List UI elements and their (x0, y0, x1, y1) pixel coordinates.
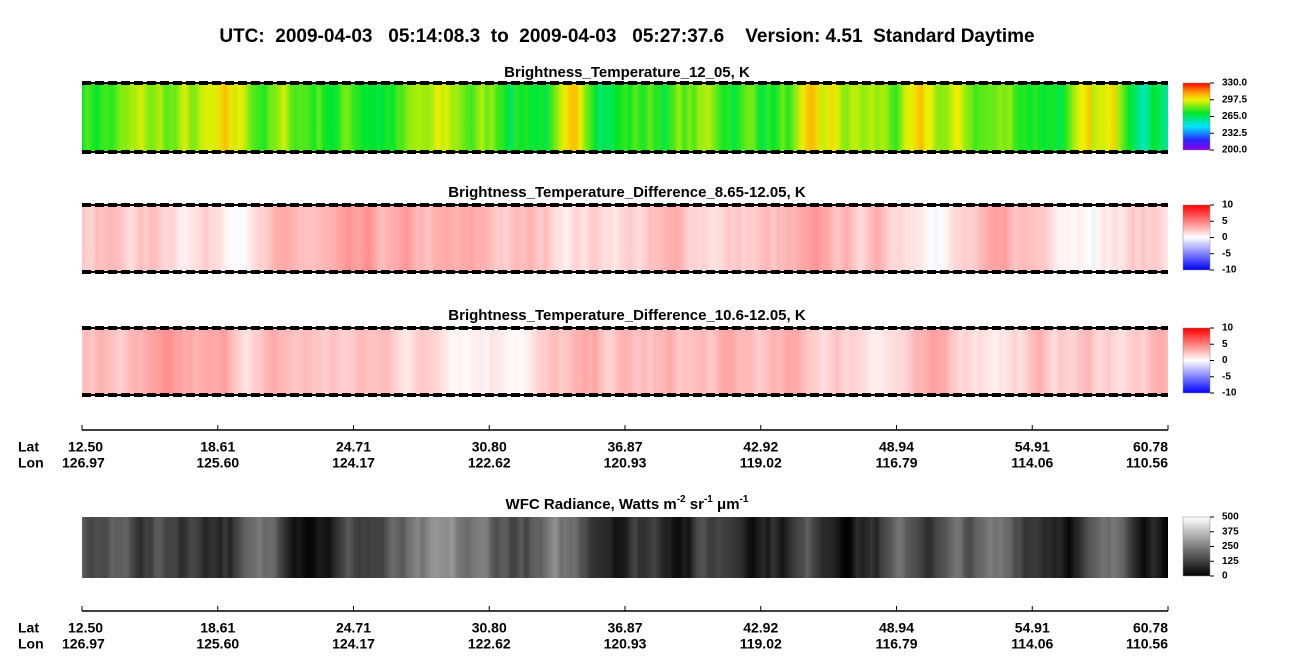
colorbar-tick-label: 232.5 (1222, 128, 1247, 139)
strip-title: Brightness_Temperature_Difference_8.65-1… (448, 184, 806, 201)
colorbar-tick-label: -10 (1222, 388, 1237, 399)
colorbar-tick-label: 330.0 (1222, 78, 1247, 89)
lon-label: Lon (18, 455, 44, 471)
lon-tick-label: 119.02 (740, 455, 782, 471)
colorbar-tick-label: 0 (1222, 232, 1228, 243)
strip-image (82, 328, 1168, 395)
title-part: WFC Radiance, Watts m (506, 496, 677, 513)
strip-image (82, 205, 1168, 272)
lon-tick-label: 120.93 (604, 455, 647, 471)
lat-tick-label: 12.50 (68, 620, 103, 636)
lat-tick-label: 48.94 (879, 620, 914, 636)
strip-image (82, 517, 1168, 578)
lon-tick-label: 124.17 (332, 636, 375, 652)
lat-label: Lat (18, 439, 39, 455)
lat-tick-label: 54.91 (1015, 439, 1050, 455)
lon-tick-label: 114.06 (1011, 455, 1053, 471)
title-part: sr (686, 496, 705, 513)
lon-tick-label: 122.62 (468, 636, 511, 652)
lon-tick-label: 124.17 (332, 455, 375, 471)
lat-tick-label: 24.71 (336, 439, 371, 455)
colorbar-tick-label: -10 (1222, 265, 1237, 276)
lon-tick-label: 126.97 (62, 636, 105, 652)
title-part: -2 (677, 494, 686, 505)
colorbar-tick-label: -5 (1222, 248, 1231, 259)
lon-tick-label: 125.60 (196, 455, 239, 471)
lon-tick-label: 110.56 (1126, 455, 1168, 471)
colorbar-tick-label: 500 (1222, 512, 1239, 523)
lat-tick-label: 60.78 (1133, 439, 1168, 455)
colorbar-tick-label: 0 (1222, 355, 1228, 366)
lat-tick-label: 42.92 (743, 620, 778, 636)
colorbar-tick-label: 5 (1222, 339, 1228, 350)
lat-tick-label: 18.61 (200, 620, 235, 636)
lon-tick-label: 116.79 (875, 636, 917, 652)
lat-tick-label: 36.87 (607, 620, 642, 636)
figure-title: UTC: 2009-04-03 05:14:08.3 to 2009-04-03… (219, 26, 1034, 47)
lon-tick-label: 120.93 (604, 636, 647, 652)
strip-title: Brightness_Temperature_Difference_10.6-1… (448, 307, 806, 324)
lat-tick-label: 24.71 (336, 620, 371, 636)
colorbar-tick-label: 297.5 (1222, 94, 1247, 105)
colorbar-tick-label: 5 (1222, 216, 1228, 227)
lat-tick-label: 18.61 (200, 439, 235, 455)
colorbar-tick-label: 375 (1222, 526, 1239, 537)
colorbar-tick-label: 125 (1222, 556, 1239, 567)
lon-label: Lon (18, 636, 44, 652)
colorbar-tick-label: 0 (1222, 571, 1228, 582)
lon-tick-label: 114.06 (1011, 636, 1053, 652)
lat-tick-label: 60.78 (1133, 620, 1168, 636)
lon-tick-label: 110.56 (1126, 636, 1168, 652)
lat-tick-label: 30.80 (472, 439, 507, 455)
lat-tick-label: 48.94 (879, 439, 914, 455)
colorbar-tick-label: 200.0 (1222, 145, 1247, 156)
strip-title: WFC Radiance, Watts m-2 sr-1 μm-1 (506, 494, 749, 513)
colorbar-tick-label: 10 (1222, 323, 1234, 334)
title-part: μm (713, 496, 740, 513)
lat-tick-label: 54.91 (1015, 620, 1050, 636)
lat-label: Lat (18, 620, 39, 636)
strip-image (82, 83, 1168, 152)
colorbar-tick-label: -5 (1222, 371, 1231, 382)
title-part: -1 (740, 494, 749, 505)
lat-tick-label: 36.87 (607, 439, 642, 455)
colorbar-tick-label: 265.0 (1222, 111, 1247, 122)
strip-title: Brightness_Temperature_12_05, K (504, 64, 750, 81)
title-part: -1 (704, 494, 713, 505)
colorbar-tick-label: 10 (1222, 200, 1234, 211)
lat-tick-label: 42.92 (743, 439, 778, 455)
colorbar (1182, 327, 1211, 394)
lon-tick-label: 126.97 (62, 455, 105, 471)
lat-tick-label: 12.50 (68, 439, 103, 455)
lon-tick-label: 122.62 (468, 455, 511, 471)
colorbar (1182, 82, 1211, 151)
colorbar-tick-label: 250 (1222, 541, 1239, 552)
colorbar (1182, 204, 1211, 271)
lon-tick-label: 116.79 (875, 455, 917, 471)
lon-tick-label: 119.02 (740, 636, 782, 652)
lon-tick-label: 125.60 (196, 636, 239, 652)
lat-tick-label: 30.80 (472, 620, 507, 636)
colorbar (1182, 516, 1211, 577)
